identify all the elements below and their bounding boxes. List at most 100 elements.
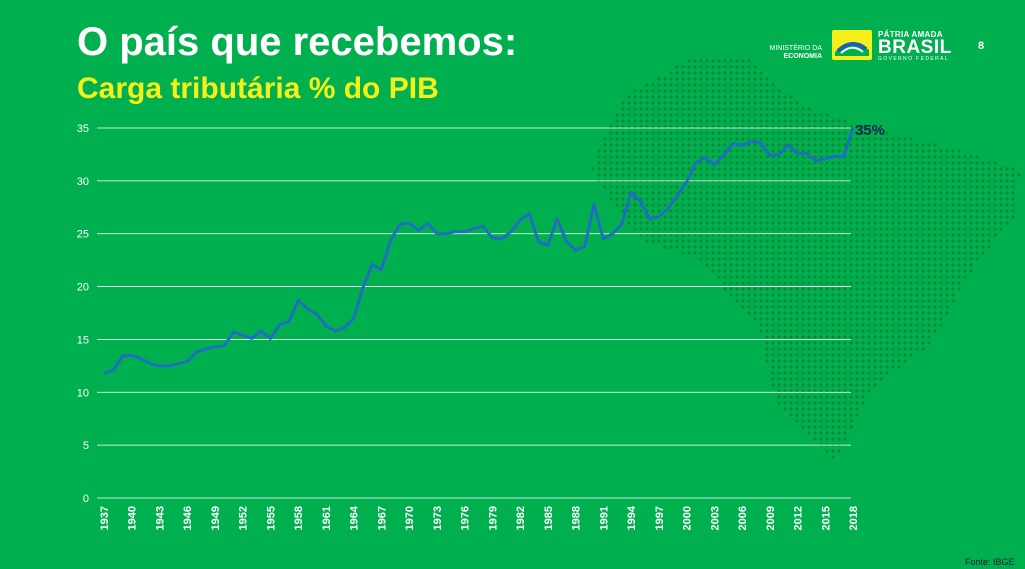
map-dot [699, 203, 703, 207]
map-dot [717, 59, 721, 63]
map-dot [921, 221, 925, 225]
map-dot [765, 281, 769, 285]
map-dot [789, 395, 793, 399]
map-dot [933, 317, 937, 321]
map-dot [669, 209, 673, 213]
map-dot [699, 95, 703, 99]
map-dot [615, 155, 619, 159]
map-dot [621, 191, 625, 195]
map-dot [975, 215, 979, 219]
map-dot [699, 59, 703, 63]
map-dot [933, 287, 937, 291]
map-dot [711, 83, 715, 87]
map-dot [681, 221, 685, 225]
map-dot [735, 203, 739, 207]
map-dot [717, 221, 721, 225]
map-dot [945, 161, 949, 165]
map-dot [951, 275, 955, 279]
map-dot [849, 149, 853, 153]
map-dot [765, 143, 769, 147]
map-dot [843, 293, 847, 297]
map-dot [831, 245, 835, 249]
map-dot [1005, 215, 1009, 219]
map-dot [753, 257, 757, 261]
map-dot [849, 293, 853, 297]
map-dot [681, 107, 685, 111]
map-dot [657, 113, 661, 117]
map-dot [813, 389, 817, 393]
map-dot [855, 407, 859, 411]
map-dot [783, 131, 787, 135]
map-dot [945, 227, 949, 231]
map-dot [711, 89, 715, 93]
map-dot [639, 113, 643, 117]
map-dot [939, 257, 943, 261]
map-dot [723, 71, 727, 75]
map-dot [735, 191, 739, 195]
map-dot [975, 245, 979, 249]
y-tick-label: 15 [77, 334, 89, 346]
map-dot [765, 329, 769, 333]
map-dot [885, 233, 889, 237]
map-dot [813, 221, 817, 225]
map-dot [921, 305, 925, 309]
map-dot [873, 221, 877, 225]
map-dot [825, 149, 829, 153]
map-dot [711, 65, 715, 69]
map-dot [735, 197, 739, 201]
map-dot [837, 191, 841, 195]
map-dot [759, 83, 763, 87]
map-dot [897, 347, 901, 351]
map-dot [801, 395, 805, 399]
map-dot [885, 341, 889, 345]
map-dot [765, 311, 769, 315]
map-dot [699, 131, 703, 135]
map-dot [807, 395, 811, 399]
map-dot [897, 341, 901, 345]
map-dot [813, 299, 817, 303]
map-dot [843, 347, 847, 351]
map-dot [807, 245, 811, 249]
map-dot [777, 113, 781, 117]
map-dot [849, 227, 853, 231]
map-dot [723, 281, 727, 285]
map-dot [693, 71, 697, 75]
map-dot [951, 209, 955, 213]
map-dot [897, 293, 901, 297]
map-dot [819, 299, 823, 303]
map-dot [849, 407, 853, 411]
map-dot [819, 281, 823, 285]
map-dot [765, 119, 769, 123]
map-dot [789, 347, 793, 351]
map-dot [639, 185, 643, 189]
map-dot [921, 179, 925, 183]
map-dot [597, 155, 601, 159]
map-dot [687, 77, 691, 81]
map-dot [825, 401, 829, 405]
map-dot [747, 263, 751, 267]
map-dot [849, 173, 853, 177]
map-dot [807, 407, 811, 411]
map-dot [855, 383, 859, 387]
map-dot [765, 155, 769, 159]
map-dot [753, 167, 757, 171]
map-dot [705, 59, 709, 63]
map-dot [759, 281, 763, 285]
map-dot [855, 317, 859, 321]
map-dot [855, 269, 859, 273]
map-dot [753, 143, 757, 147]
map-dot [825, 269, 829, 273]
map-dot [753, 83, 757, 87]
map-dot [753, 311, 757, 315]
page-number: 8 [978, 40, 985, 52]
map-dot [795, 173, 799, 177]
map-dot [981, 197, 985, 201]
map-dot [939, 227, 943, 231]
map-dot [705, 239, 709, 243]
map-dot [981, 185, 985, 189]
map-dot [843, 221, 847, 225]
map-dot [693, 215, 697, 219]
map-dot [837, 287, 841, 291]
map-dot [885, 167, 889, 171]
map-dot [639, 215, 643, 219]
